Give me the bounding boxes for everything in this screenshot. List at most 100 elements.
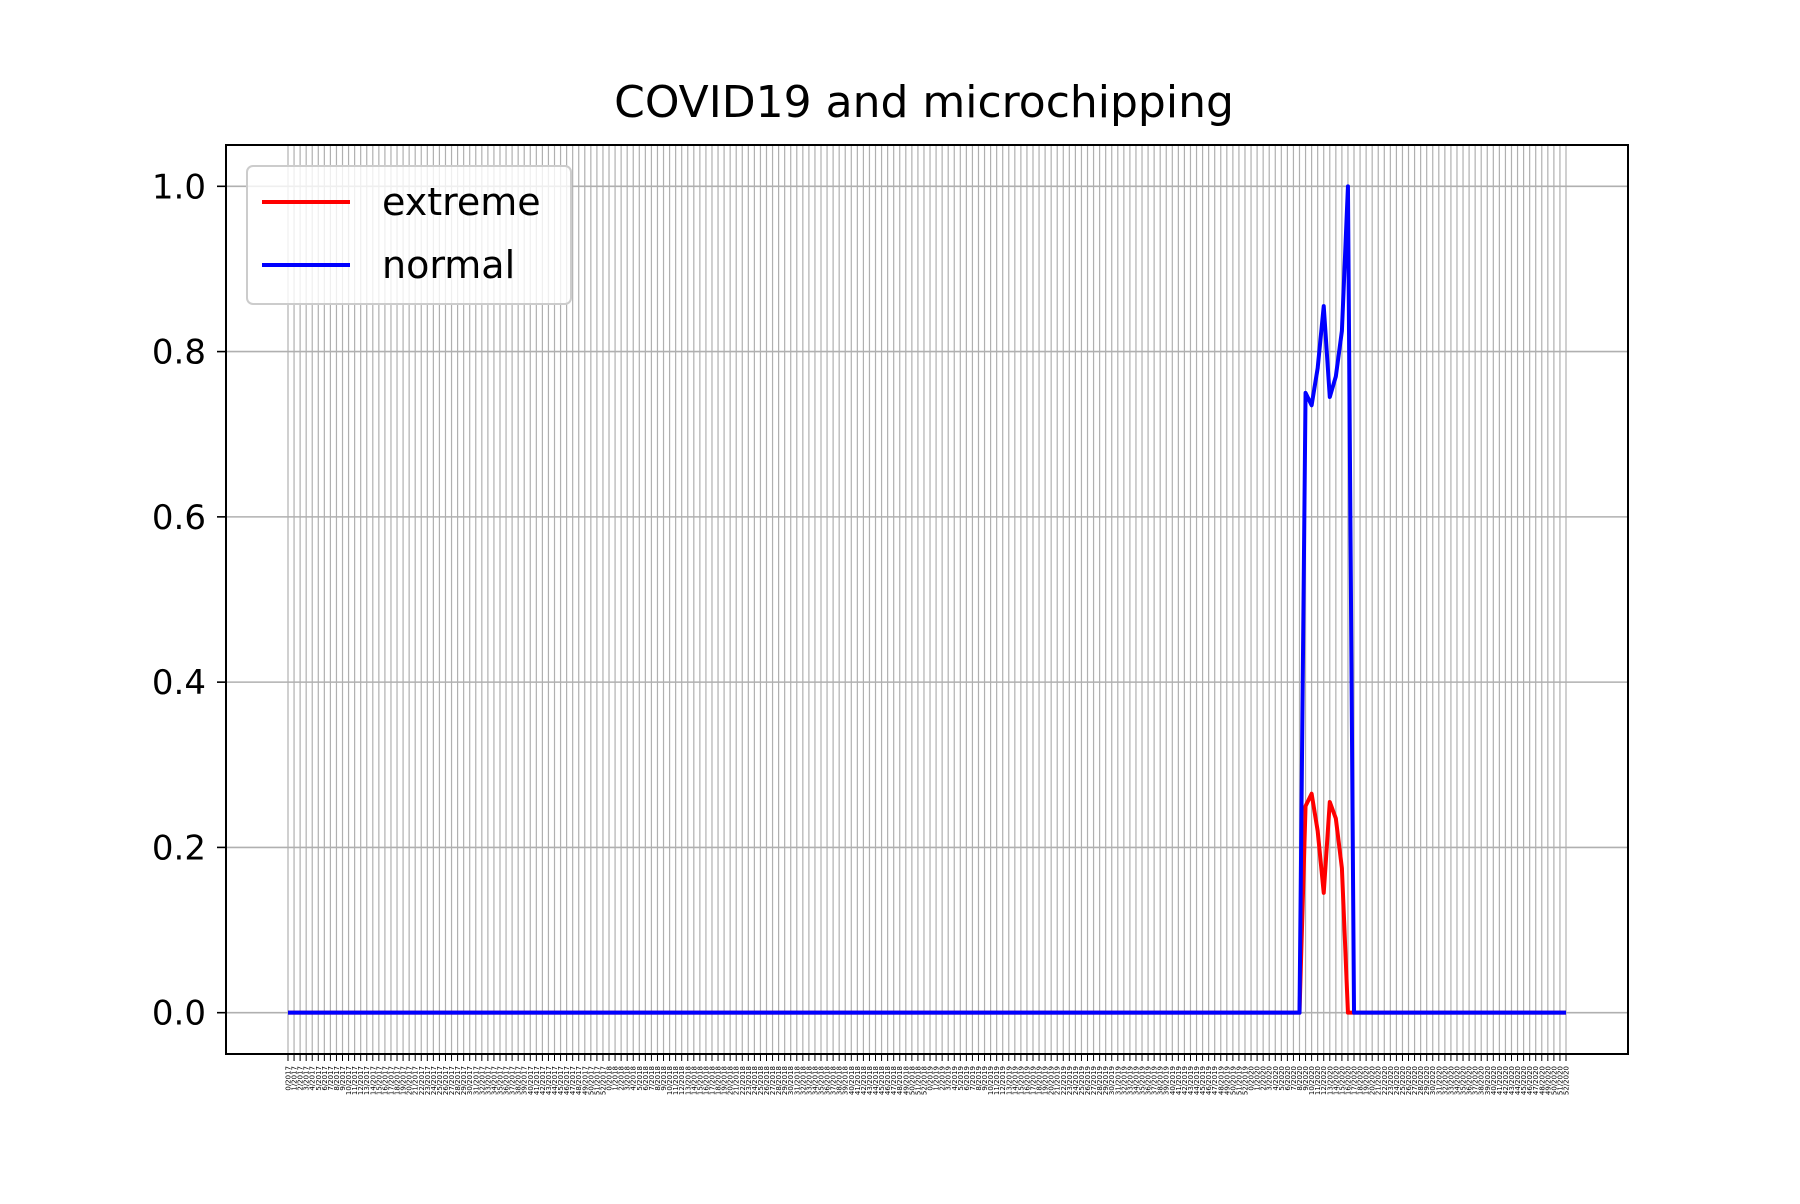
x-tick-label: 38/2019 xyxy=(1157,1066,1165,1095)
x-tick-label: 34/2018 xyxy=(811,1066,819,1095)
x-tick-label: 3/2020 xyxy=(1266,1066,1274,1091)
x-tick-label: 17/2020 xyxy=(1351,1066,1359,1095)
y-tick-label: 0.0 xyxy=(152,994,206,1034)
x-tick-label: 35/2018 xyxy=(818,1066,826,1095)
x-tick-label: 15/2020 xyxy=(1338,1066,1346,1095)
y-tick-label: 0.6 xyxy=(152,498,206,538)
x-tick-label: 7/2019 xyxy=(969,1066,977,1091)
x-tick-label: 34/2019 xyxy=(1132,1066,1140,1095)
x-tick-label: 30/2018 xyxy=(787,1066,795,1095)
x-tick-label: 49/2020 xyxy=(1544,1066,1552,1095)
x-tick-label: 46/2020 xyxy=(1526,1066,1534,1095)
x-tick-label: 24/2018 xyxy=(751,1066,759,1095)
x-tick-label: 15/2019 xyxy=(1017,1066,1025,1095)
x-tick-label: 41/2017 xyxy=(533,1066,541,1095)
x-tick-label: 24/2019 xyxy=(1072,1066,1080,1095)
x-tick-label: 44/2020 xyxy=(1514,1066,1522,1095)
x-tick-label: 41/2018 xyxy=(854,1066,862,1095)
x-tick-label: 25/2018 xyxy=(757,1066,765,1095)
x-tick-label: 25/2019 xyxy=(1078,1066,1086,1095)
x-tick-label: 17/2017 xyxy=(387,1066,395,1095)
x-tick-label: 16/2020 xyxy=(1344,1066,1352,1095)
x-tick-label: 12/2019 xyxy=(999,1066,1007,1095)
x-tick-label: 10/2019 xyxy=(987,1066,995,1095)
x-tick-label: 22/2017 xyxy=(418,1066,426,1095)
x-tick-label: 1/2017 xyxy=(291,1066,299,1091)
x-tick-label: 32/2018 xyxy=(799,1066,807,1095)
x-tick-label: 4/2017 xyxy=(309,1066,317,1091)
x-tick-label: 44/2017 xyxy=(551,1066,559,1095)
x-tick-label: 15/2017 xyxy=(375,1066,383,1095)
x-tick-label: 38/2017 xyxy=(515,1066,523,1095)
x-tick-label: 52/2019 xyxy=(1241,1066,1249,1095)
x-tick-label: 12/2020 xyxy=(1320,1066,1328,1095)
x-tick-label: 5/2018 xyxy=(636,1066,644,1091)
x-tick-label: 39/2017 xyxy=(521,1066,529,1095)
x-tick-label: 23/2018 xyxy=(745,1066,753,1095)
x-tick-label: 19/2020 xyxy=(1363,1066,1371,1095)
x-tick-label: 29/2019 xyxy=(1102,1066,1110,1095)
x-tick-label: 1/2020 xyxy=(1254,1066,1262,1091)
x-tick-label: 35/2017 xyxy=(496,1066,504,1095)
x-tick-label: 50/2020 xyxy=(1550,1066,1558,1095)
x-tick-label: 33/2019 xyxy=(1126,1066,1134,1095)
x-tick-label: 31/2017 xyxy=(472,1066,480,1095)
x-tick-label: 2/2020 xyxy=(1260,1066,1268,1091)
x-tick-label: 8/2019 xyxy=(975,1066,983,1091)
x-tick-label: 20/2018 xyxy=(727,1066,735,1095)
x-tick-label: 48/2017 xyxy=(575,1066,583,1095)
x-tick-label: 23/2019 xyxy=(1066,1066,1074,1095)
x-tick-label: 14/2018 xyxy=(690,1066,698,1095)
x-tick-label: 9/2017 xyxy=(339,1066,347,1091)
x-tick-label: 28/2019 xyxy=(1096,1066,1104,1095)
x-tick-label: 36/2019 xyxy=(1145,1066,1153,1095)
x-tick-label: 47/2018 xyxy=(890,1066,898,1095)
x-tick-label: 18/2017 xyxy=(394,1066,402,1095)
x-tick-label: 37/2018 xyxy=(830,1066,838,1095)
x-tick-label: 42/2017 xyxy=(539,1066,547,1095)
x-tick-label: 8/2020 xyxy=(1296,1066,1304,1091)
x-tick-label: 5/2020 xyxy=(1278,1066,1286,1091)
x-axis: 0/20171/20172/20173/20174/20175/20176/20… xyxy=(285,1054,1571,1095)
x-tick-label: 27/2020 xyxy=(1411,1066,1419,1095)
x-tick-label: 4/2020 xyxy=(1272,1066,1280,1091)
y-tick-label: 0.2 xyxy=(152,828,206,868)
x-tick-label: 21/2017 xyxy=(412,1066,420,1095)
x-tick-label: 18/2019 xyxy=(1036,1066,1044,1095)
x-tick-label: 30/2017 xyxy=(466,1066,474,1095)
x-tick-label: 49/2017 xyxy=(581,1066,589,1095)
x-tick-label: 31/2019 xyxy=(1114,1066,1122,1095)
x-tick-label: 0/2019 xyxy=(927,1066,935,1091)
x-tick-label: 2/2019 xyxy=(939,1066,947,1091)
x-tick-label: 50/2018 xyxy=(908,1066,916,1095)
x-tick-label: 31/2018 xyxy=(793,1066,801,1095)
x-tick-label: 40/2018 xyxy=(848,1066,856,1095)
x-tick-label: 10/2020 xyxy=(1308,1066,1316,1095)
x-tick-label: 46/2017 xyxy=(563,1066,571,1095)
x-tick-label: 34/2020 xyxy=(1453,1066,1461,1095)
x-tick-label: 40/2019 xyxy=(1169,1066,1177,1095)
y-tick-label: 0.4 xyxy=(152,663,206,703)
x-tick-label: 32/2019 xyxy=(1120,1066,1128,1095)
x-tick-label: 8/2017 xyxy=(333,1066,341,1091)
x-tick-label: 3/2018 xyxy=(624,1066,632,1091)
x-tick-label: 18/2018 xyxy=(715,1066,723,1095)
x-tick-label: 51/2017 xyxy=(593,1066,601,1095)
x-tick-label: 36/2018 xyxy=(824,1066,832,1095)
x-tick-label: 45/2020 xyxy=(1520,1066,1528,1095)
x-tick-label: 32/2017 xyxy=(478,1066,486,1095)
x-tick-label: 5/2017 xyxy=(315,1066,323,1091)
x-tick-label: 13/2018 xyxy=(684,1066,692,1095)
x-tick-label: 15/2018 xyxy=(696,1066,704,1095)
x-tick-label: 19/2019 xyxy=(1042,1066,1050,1095)
x-tick-label: 4/2019 xyxy=(951,1066,959,1091)
x-tick-label: 6/2017 xyxy=(321,1066,329,1091)
x-tick-label: 17/2018 xyxy=(708,1066,716,1095)
x-tick-label: 23/2020 xyxy=(1387,1066,1395,1095)
series-line-normal xyxy=(288,184,1566,1015)
x-tick-label: 21/2020 xyxy=(1375,1066,1383,1095)
x-tick-label: 18/2020 xyxy=(1357,1066,1365,1095)
x-tick-label: 42/2020 xyxy=(1502,1066,1510,1095)
x-tick-label: 28/2017 xyxy=(454,1066,462,1095)
